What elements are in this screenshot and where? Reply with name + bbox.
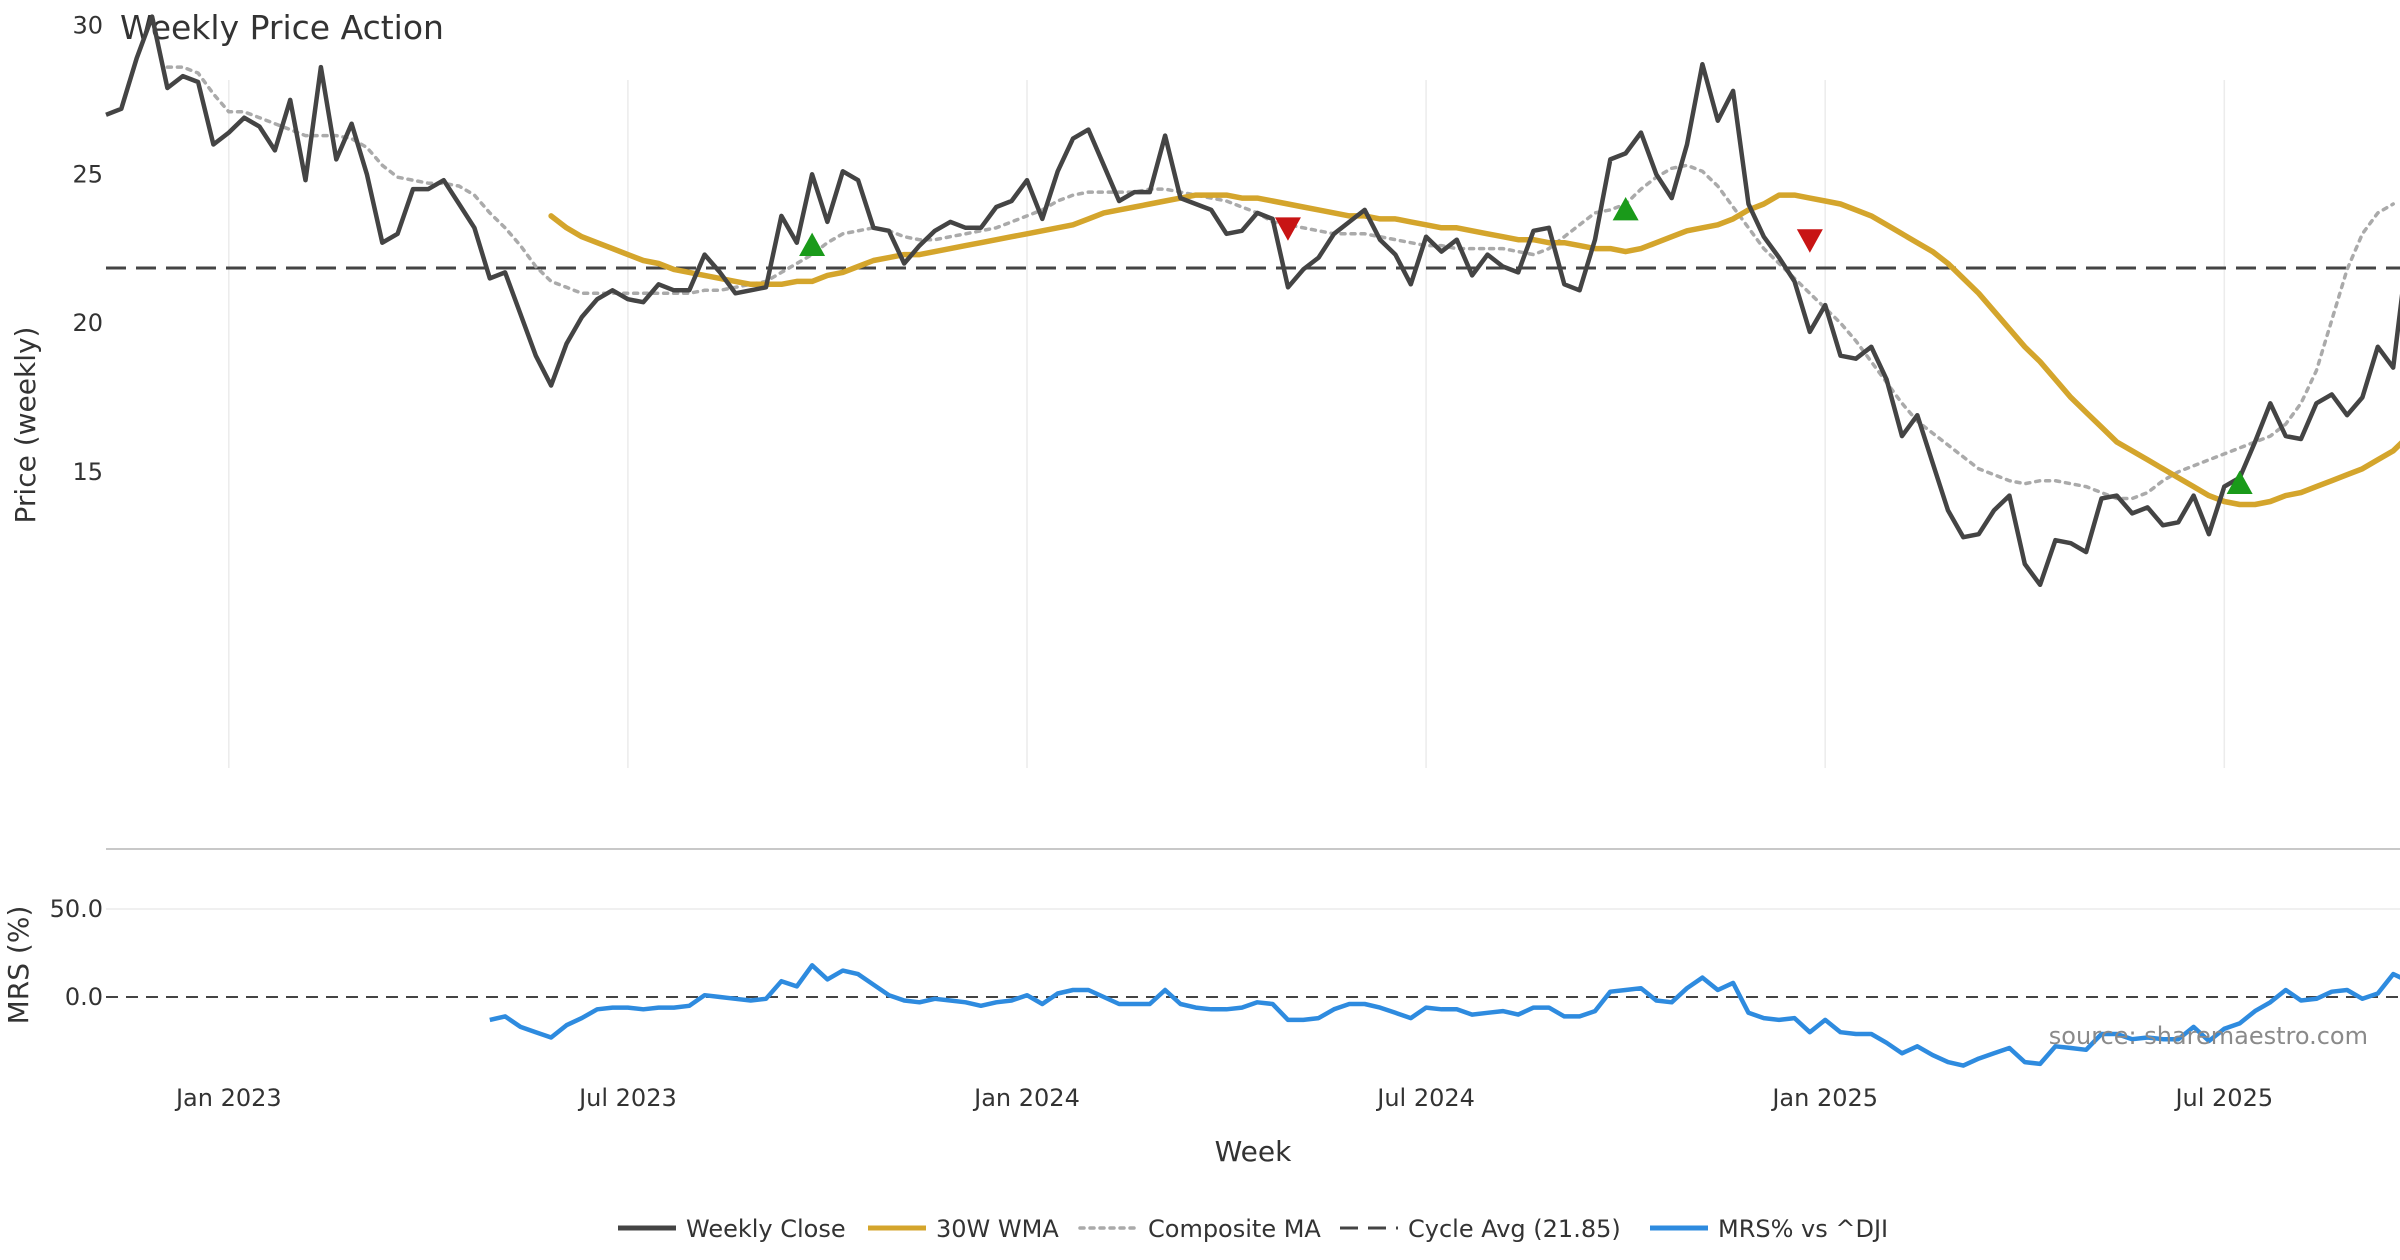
price-tick-25: 25: [72, 160, 103, 188]
x-tick-3: Jan 2024: [972, 1084, 1080, 1112]
buy-signal-marker-1: [799, 232, 826, 257]
x-tick-5: Jan 2025: [1770, 1084, 1878, 1112]
legend-label-1: Weekly Close: [686, 1215, 846, 1243]
legend-label-4: Cycle Avg (21.85): [1408, 1215, 1621, 1243]
x-tick-1: Jan 2023: [174, 1084, 282, 1112]
price-tick-30: 30: [72, 12, 103, 40]
price-grid: [228, 80, 2226, 768]
source-label: source: sharemaestro.com: [2049, 1022, 2368, 1050]
buy-signal-marker-5: [2226, 470, 2253, 495]
price-tick-20: 20: [72, 309, 103, 337]
price-y-ticks: 15 20 25 30: [72, 12, 103, 486]
mrs-axis-label: MRS (%): [2, 906, 35, 1025]
legend-label-2: 30W WMA: [936, 1215, 1059, 1243]
x-ticks: Jan 2023 Jul 2023 Jan 2024 Jul 2024 Jan 2025…: [174, 1084, 2273, 1112]
wma-30w-line: [548, 192, 2400, 508]
signal-markers: [799, 196, 2253, 495]
mrs-grid: [106, 908, 2400, 998]
mrs-y-ticks: 0.0 50.0: [50, 895, 103, 1011]
chart-title: Weekly Price Action: [120, 8, 444, 47]
x-tick-2: Jul 2023: [577, 1084, 677, 1112]
x-tick-6: Jul 2025: [2173, 1084, 2273, 1112]
mrs-tick-0: 0.0: [65, 983, 103, 1011]
x-tick-4: Jul 2024: [1375, 1084, 1475, 1112]
price-axis-label: Price (weekly): [9, 327, 42, 524]
legend-label-3: Composite MA: [1148, 1215, 1321, 1243]
x-axis-label: Week: [1215, 1135, 1292, 1168]
sell-signal-marker-2: [1274, 217, 1301, 241]
legend: Weekly Close 30W WMA Composite MA Cycle Avg…: [618, 1215, 1888, 1243]
mrs-line: [489, 963, 2400, 1068]
price-tick-15: 15: [72, 458, 103, 486]
sell-signal-marker-4: [1796, 229, 1823, 253]
mrs-tick-1: 50.0: [50, 895, 103, 923]
mrs-series-group: [489, 963, 2400, 1068]
weekly-close-line: [105, 14, 2400, 588]
legend-label-5: MRS% vs ^DJI: [1718, 1215, 1888, 1243]
buy-signal-marker-3: [1612, 196, 1639, 221]
